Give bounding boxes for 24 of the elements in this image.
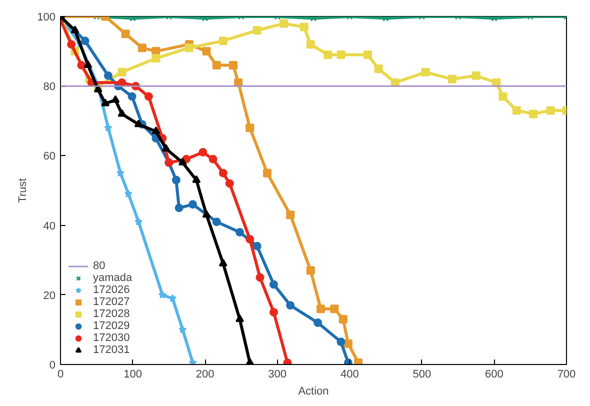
y-tick-label: 40 <box>43 220 56 232</box>
x-tick-label: 700 <box>557 368 576 380</box>
y-axis-title: Trust <box>17 178 30 203</box>
x-tick-label: 200 <box>196 368 214 380</box>
y-tick-label: 100 <box>37 12 56 24</box>
x-tick-label: 100 <box>124 368 142 380</box>
legend-label: 172031 <box>93 344 130 356</box>
legend-label: 172027 <box>93 296 130 308</box>
x-tick-label: 600 <box>485 368 504 380</box>
legend-label: 172030 <box>93 332 130 344</box>
y-tick-label: 0 <box>49 360 56 372</box>
x-tick-label: 0 <box>57 368 64 380</box>
legend-label: 172028 <box>93 308 130 320</box>
x-axis-title: Action <box>298 386 329 398</box>
y-tick-label: 60 <box>43 150 56 163</box>
legend-label: 172029 <box>93 320 130 332</box>
legend-label: yamada <box>93 272 132 284</box>
x-tick-label: 300 <box>268 368 287 380</box>
legend-label: 172026 <box>93 284 130 296</box>
y-tick-label: 20 <box>43 290 56 302</box>
x-tick-label: 500 <box>412 368 432 380</box>
x-tick-label: 400 <box>340 368 359 380</box>
y-tick-label: 80 <box>43 81 56 94</box>
legend-label: 80 <box>93 260 106 272</box>
